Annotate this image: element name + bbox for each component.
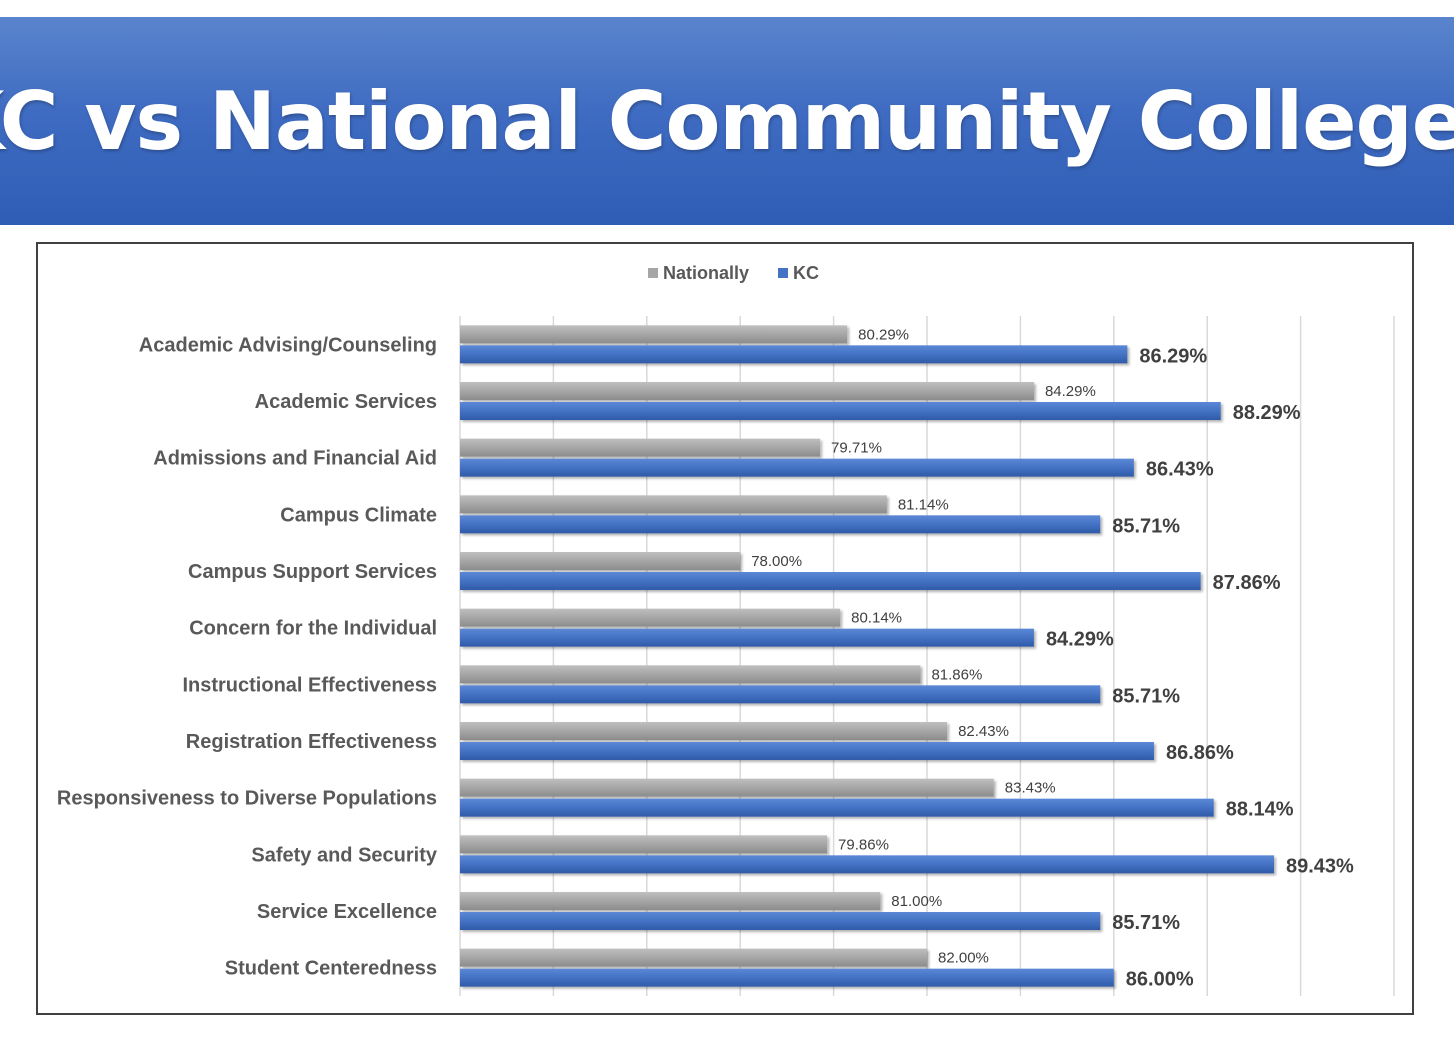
legend-label-kc: KC bbox=[793, 263, 819, 283]
category-label: Campus Climate bbox=[280, 504, 437, 526]
legend-swatch-nationally bbox=[648, 268, 658, 278]
category-label: Instructional Effectiveness bbox=[182, 674, 437, 696]
bar-kc bbox=[460, 685, 1101, 704]
bar-kc bbox=[460, 515, 1101, 534]
title-banner: KC vs National Community Colleges bbox=[0, 17, 1454, 225]
category-label: Student Centeredness bbox=[225, 958, 437, 980]
bar-nationally bbox=[460, 722, 948, 740]
data-label-nationally: 79.86% bbox=[838, 836, 889, 853]
data-label-nationally: 80.14% bbox=[851, 610, 902, 627]
bar-nationally bbox=[460, 382, 1034, 400]
gridlines bbox=[459, 316, 1395, 996]
bar-kc bbox=[460, 402, 1221, 420]
data-label-kc: 85.71% bbox=[1112, 685, 1180, 707]
bar-kc bbox=[460, 628, 1034, 647]
data-labels: 80.29% 86.29% 84.29% 88.29% 79.71% 86.43% 81.1… bbox=[751, 326, 1354, 990]
category-label: Service Excellence bbox=[257, 901, 437, 923]
bar-nationally bbox=[460, 495, 887, 514]
bar-nationally bbox=[460, 608, 841, 627]
bar-kc bbox=[460, 912, 1101, 930]
category-label: Registration Effectiveness bbox=[186, 731, 437, 753]
category-label: Admissions and Financial Aid bbox=[153, 448, 437, 470]
chart-frame: Nationally KC Academic Advising/Counselin… bbox=[36, 242, 1414, 1015]
data-label-nationally: 81.14% bbox=[898, 496, 949, 513]
bar-kc bbox=[460, 742, 1154, 760]
data-label-kc: 84.29% bbox=[1046, 629, 1114, 651]
data-label-kc: 86.29% bbox=[1139, 345, 1207, 367]
legend: Nationally KC bbox=[648, 263, 819, 283]
bar-nationally bbox=[460, 325, 848, 344]
page-title: KC vs National Community Colleges bbox=[0, 74, 1454, 168]
data-label-kc: 88.14% bbox=[1226, 799, 1294, 821]
data-label-kc: 86.43% bbox=[1146, 459, 1214, 481]
data-label-kc: 88.29% bbox=[1233, 402, 1301, 424]
data-label-nationally: 82.43% bbox=[958, 723, 1009, 740]
data-label-nationally: 78.00% bbox=[751, 553, 802, 570]
category-label: Academic Services bbox=[255, 391, 437, 413]
data-label-nationally: 82.00% bbox=[938, 950, 989, 967]
category-label: Concern for the Individual bbox=[189, 618, 437, 640]
legend-label-nationally: Nationally bbox=[663, 263, 749, 283]
category-label: Responsiveness to Diverse Populations bbox=[57, 788, 437, 810]
bar-nationally bbox=[460, 778, 994, 797]
bar-nationally bbox=[460, 948, 927, 967]
data-label-nationally: 84.29% bbox=[1045, 383, 1096, 400]
data-label-kc: 87.86% bbox=[1213, 572, 1281, 594]
data-label-kc: 89.43% bbox=[1286, 855, 1354, 877]
bar-chart: Nationally KC Academic Advising/Counselin… bbox=[57, 263, 1395, 996]
bar-kc bbox=[460, 458, 1134, 477]
bar-kc bbox=[460, 798, 1214, 817]
data-label-kc: 86.00% bbox=[1126, 969, 1194, 991]
category-label: Safety and Security bbox=[251, 844, 438, 866]
data-label-nationally: 81.86% bbox=[931, 666, 982, 683]
bar-nationally bbox=[460, 665, 921, 684]
bar-kc bbox=[460, 572, 1201, 590]
bar-kc bbox=[460, 968, 1114, 987]
legend-swatch-kc bbox=[778, 268, 788, 278]
bar-nationally bbox=[460, 892, 881, 910]
data-label-nationally: 79.71% bbox=[831, 440, 882, 457]
bars bbox=[460, 325, 1274, 987]
data-label-nationally: 83.43% bbox=[1005, 780, 1056, 797]
category-label: Academic Advising/Counseling bbox=[139, 334, 437, 356]
data-label-kc: 86.86% bbox=[1166, 742, 1234, 764]
data-label-nationally: 80.29% bbox=[858, 326, 909, 343]
category-labels: Academic Advising/Counseling Academic Ser… bbox=[57, 334, 438, 979]
data-label-kc: 85.71% bbox=[1112, 912, 1180, 934]
data-label-nationally: 81.00% bbox=[891, 893, 942, 910]
bar-kc bbox=[460, 345, 1128, 364]
bar-nationally bbox=[460, 438, 821, 457]
category-label: Campus Support Services bbox=[188, 561, 437, 583]
bar-nationally bbox=[460, 552, 741, 570]
bar-nationally bbox=[460, 835, 828, 854]
data-label-kc: 85.71% bbox=[1112, 515, 1180, 537]
bar-kc bbox=[460, 855, 1274, 874]
